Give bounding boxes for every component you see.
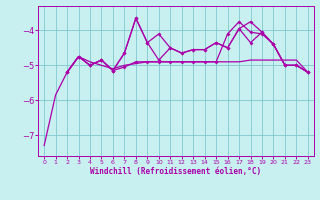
X-axis label: Windchill (Refroidissement éolien,°C): Windchill (Refroidissement éolien,°C) [91,167,261,176]
